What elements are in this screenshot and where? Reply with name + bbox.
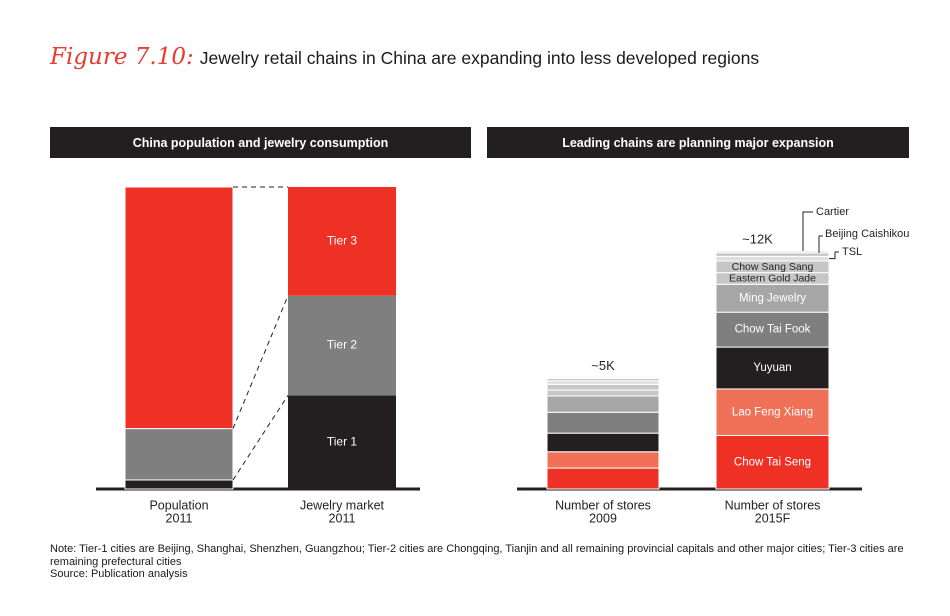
segment-label-chow-sang-sang: Chow Sang Sang: [732, 261, 814, 273]
segment-label-yuyuan: Yuyuan: [753, 362, 791, 374]
bar-segment-number-of-stores-2009-chow-tai-fook: [546, 411, 660, 434]
callout-line-cartier: [802, 211, 813, 251]
callout-line-tsl: [829, 251, 839, 260]
bar-segment-number-of-stores-2009-yuyuan: [546, 432, 660, 453]
segment-label-ming-jewelry: Ming Jewelry: [739, 292, 806, 304]
segment-label-tier-1: Tier 1: [327, 434, 358, 448]
figure-label: Figure 7.10:: [50, 44, 194, 70]
x-tick-label-population-2011-1: 2011: [166, 511, 193, 525]
bar-segment-population-2011-tier-2: [124, 428, 234, 481]
bar-segment-number-of-stores-2009-ming-jewelry: [546, 395, 660, 413]
segment-label-tier-2: Tier 2: [327, 338, 358, 352]
total-label-number-of-stores-2009: ~5K: [591, 358, 615, 373]
bar-segment-number-of-stores-2009-eastern-gold-jade: [546, 389, 660, 397]
left-panel-header: China population and jewelry consumption: [50, 127, 471, 158]
x-tick-label-jewelry-market-2011-1: 2011: [329, 511, 356, 525]
x-tick-label-population-2011-0: Population: [149, 498, 208, 512]
note-text: Note: Tier-1 cities are Beijing, Shangha…: [50, 543, 904, 568]
notes-block: Note: Tier-1 cities are Beijing, Shangha…: [50, 543, 920, 581]
figure-title-text: Jewelry retail chains in China are expan…: [199, 48, 760, 68]
bar-segment-number-of-stores-2009-cartier: [546, 376, 660, 379]
connector-tier1-top: [232, 395, 289, 481]
bar-segment-number-of-stores-2009-chow-sang-sang: [546, 383, 660, 391]
bar-segment-number-of-stores-2015f-cartier: [715, 250, 830, 254]
segment-label-eastern-gold-jade: Eastern Gold Jade: [729, 273, 816, 285]
bar-segment-jewelry-market-2011-tier-3: [288, 187, 396, 296]
bar-segment-jewelry-market-2011-tier-2: [288, 295, 396, 396]
segment-label-chow-tai-fook: Chow Tai Fook: [735, 324, 811, 336]
bar-segment-population-2011-tier-1: [124, 479, 234, 490]
source-text: Source: Publication analysis: [50, 568, 188, 580]
bar-segment-number-of-stores-2009-lao-feng-xiang: [546, 451, 660, 469]
x-tick-label-number-of-stores-2015f-0: Number of stores: [725, 498, 821, 512]
figure-title: Figure 7.10: Jewelry retail chains in Chi…: [50, 44, 759, 70]
right-panel-header: Leading chains are planning major expans…: [487, 127, 909, 158]
segment-label-chow-tai-seng: Chow Tai Seng: [734, 456, 811, 468]
bar-segment-number-of-stores-2015f-chow-tai-seng: [715, 434, 830, 490]
callout-line-beijing-caishikou: [818, 235, 823, 253]
x-tick-label-number-of-stores-2009-0: Number of stores: [555, 498, 651, 512]
total-label-number-of-stores-2015f: ~12K: [742, 231, 773, 246]
callout-label-cartier: Cartier: [816, 206, 849, 218]
connector-tier2-top: [232, 295, 289, 429]
x-tick-label-jewelry-market-2011-0: Jewelry market: [300, 498, 385, 512]
bar-segment-number-of-stores-2015f-beijing-caishikou: [715, 252, 830, 257]
x-tick-label-number-of-stores-2015f-1: 2015F: [755, 511, 791, 525]
bar-segment-population-2011-tier-3: [124, 186, 234, 430]
bar-segment-jewelry-market-2011-tier-1: [288, 395, 396, 489]
callout-label-beijing-caishikou: Beijing Caishikou: [825, 228, 909, 240]
bar-segment-number-of-stores-2015f-tsl: [715, 255, 830, 262]
bar-segment-number-of-stores-2009-chow-tai-seng: [546, 467, 660, 490]
x-tick-label-number-of-stores-2009-1: 2009: [589, 511, 617, 525]
bar-segment-number-of-stores-2009-tsl: [546, 380, 660, 385]
callout-label-tsl: TSL: [842, 246, 862, 258]
segment-label-lao-feng-xiang: Lao Feng Xiang: [732, 406, 813, 418]
segment-label-tier-3: Tier 3: [327, 234, 358, 248]
